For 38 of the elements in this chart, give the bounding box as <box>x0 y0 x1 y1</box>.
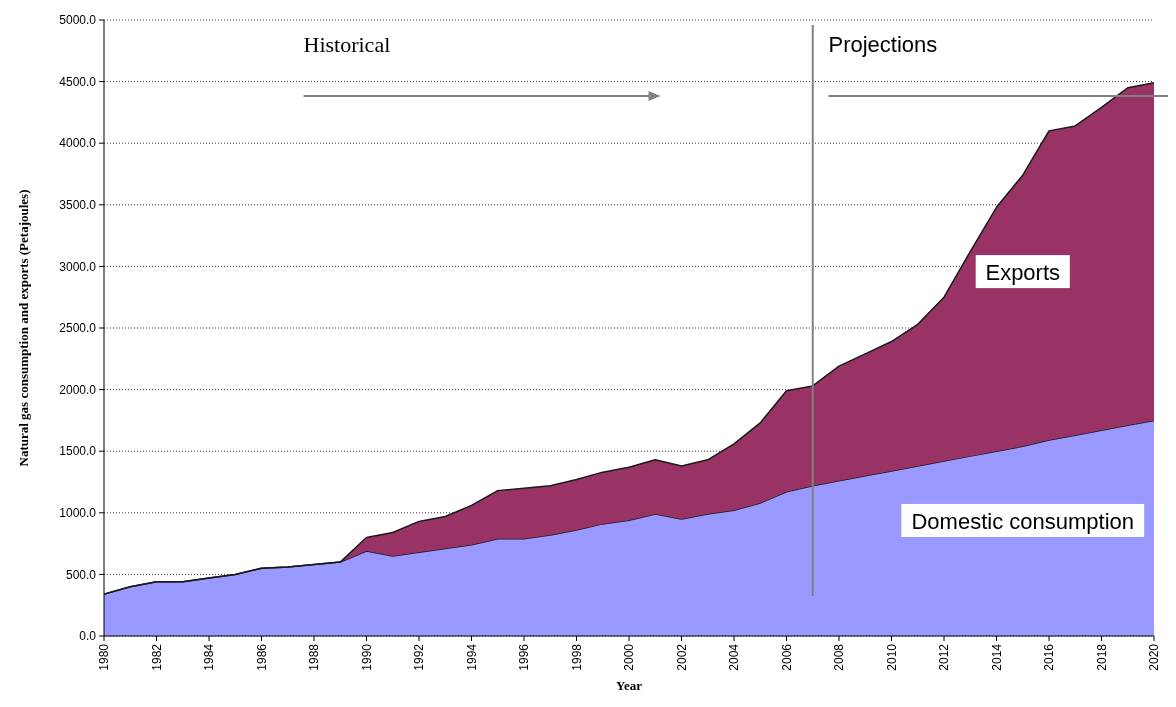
annotation: Historical <box>303 32 391 57</box>
x-tick-label: 1982 <box>149 643 164 671</box>
y-tick-label: 500.0 <box>65 567 97 582</box>
x-tick-label: 1992 <box>412 643 427 671</box>
x-tick-label: 1980 <box>97 643 112 671</box>
x-tick-label: 2010 <box>884 643 899 671</box>
x-tick-label: 2012 <box>937 643 952 671</box>
x-tick-label: 2008 <box>832 643 847 671</box>
x-tick-label: 1990 <box>359 643 374 671</box>
x-tick-label: 2014 <box>989 643 1004 671</box>
x-tick-label: 2004 <box>727 643 742 671</box>
series-label: Exports <box>985 259 1061 285</box>
series-label: Domestic consumption <box>911 508 1135 534</box>
y-tick-label: 2000.0 <box>59 382 97 397</box>
x-tick-label: 2018 <box>1094 643 1109 671</box>
y-tick-label: 2500.0 <box>59 321 97 336</box>
y-tick-label: 3500.0 <box>59 198 97 212</box>
y-tick-label: 3000.0 <box>59 259 97 274</box>
y-tick-label: 0.0 <box>79 629 97 644</box>
x-axis-title: Year <box>616 678 643 693</box>
x-tick-label: 2006 <box>779 643 794 671</box>
x-tick-label: 1996 <box>517 643 532 671</box>
annotation: Projections <box>828 32 938 57</box>
y-tick-label: 4000.0 <box>59 136 97 151</box>
y-tick-label: 5000.0 <box>59 13 97 28</box>
y-tick-label: 1000.0 <box>59 506 97 520</box>
y-tick-label: 1500.0 <box>59 444 97 459</box>
x-tick-label: 1984 <box>202 643 217 671</box>
x-tick-label: 2000 <box>622 643 637 671</box>
x-tick-label: 1986 <box>254 643 269 671</box>
x-tick-label: 2016 <box>1042 643 1057 671</box>
x-tick-label: 1988 <box>307 643 322 671</box>
y-axis-title: Natural gas consumption and exports (Petajoules) <box>16 189 31 467</box>
x-tick-label: 2002 <box>674 643 689 671</box>
x-tick-label: 1998 <box>569 643 584 671</box>
x-tick-label: 1994 <box>464 643 479 671</box>
x-tick-label: 2020 <box>1147 643 1162 671</box>
y-tick-label: 4500.0 <box>59 74 97 89</box>
